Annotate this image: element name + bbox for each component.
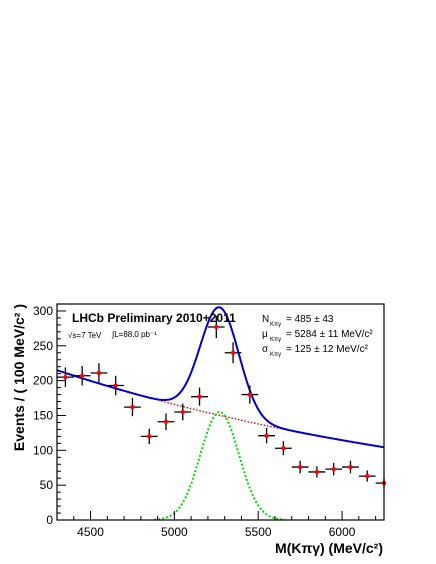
y-tick-label: 0: [46, 513, 53, 527]
data-point: [241, 385, 259, 404]
data-point: [157, 413, 175, 431]
x-tick-label: 5000: [161, 525, 188, 539]
point-marker: [96, 370, 102, 376]
data-point: [73, 366, 91, 386]
fit-result-2-label: σ: [262, 344, 269, 355]
point-marker: [365, 473, 370, 479]
point-marker: [281, 446, 286, 451]
point-marker: [247, 392, 253, 397]
data-point: [107, 375, 125, 396]
data-point: [358, 470, 376, 482]
data-point: [325, 462, 343, 476]
data-point: [57, 367, 74, 387]
y-tick-label: 300: [33, 304, 53, 318]
axes: 0 50 100 150 200 250 300 4500 5000 5500 6000: [33, 304, 377, 539]
point-marker: [297, 464, 303, 470]
chart-title: LHCb Preliminary 2010+2011: [72, 311, 236, 325]
data-point: [308, 466, 326, 478]
x-tick-label: 6000: [329, 525, 356, 539]
fit-result-0-value: = 485 ± 43: [286, 314, 334, 325]
data-point: [90, 363, 108, 383]
fit-result-2: σ Kπγ = 125 ± 12 MeV/c²: [262, 344, 369, 358]
data-point: [174, 403, 192, 421]
data-point: [375, 478, 387, 488]
lumi-label: ∫L=88.0 pb⁻¹: [111, 330, 157, 339]
fit-result-1-sub: Kπγ: [270, 337, 281, 343]
point-marker: [264, 433, 269, 438]
y-tick-label: 150: [33, 408, 53, 422]
data-point: [140, 428, 158, 445]
fit-result-1-label: μ: [262, 329, 268, 340]
data-point: [342, 460, 359, 474]
data-point: [291, 460, 309, 474]
point-marker: [147, 434, 152, 439]
fit-result-1-value: = 5284 ± 11 MeV/c²: [286, 329, 373, 340]
x-axis-label: M(Kπγ) (MeV/c²): [275, 540, 383, 556]
data-point: [191, 387, 208, 406]
energy-label: √s=7 TeV: [68, 331, 102, 340]
x-tick-label: 5500: [245, 525, 272, 539]
total-fit-curve: [56, 306, 385, 449]
fit-result-0: N Kπγ = 485 ± 43: [262, 314, 334, 328]
signal-curve: [154, 410, 286, 521]
fit-curves: [56, 306, 385, 521]
point-marker: [63, 374, 68, 380]
data-point: [275, 441, 292, 456]
point-marker: [180, 409, 185, 415]
point-marker: [79, 373, 85, 378]
y-tick-label: 200: [33, 374, 53, 388]
point-marker: [230, 350, 236, 355]
point-marker: [214, 324, 219, 330]
plot-frame: [56, 303, 385, 521]
point-marker: [348, 464, 353, 470]
y-tick-label: 100: [33, 443, 53, 457]
data-point: [224, 342, 242, 364]
fit-result-2-sub: Kπγ: [270, 352, 281, 358]
point-marker: [113, 383, 118, 388]
y-axis-label: Events / ( 100 MeV/c² ): [11, 304, 27, 451]
point-marker: [163, 419, 169, 424]
data-points: [57, 315, 387, 488]
data-point: [258, 428, 275, 444]
y-tick-label: 250: [33, 339, 53, 353]
fit-result-1: μ Kπγ = 5284 ± 11 MeV/c²: [262, 329, 373, 343]
data-point: [124, 398, 141, 417]
y-tick-label: 50: [40, 478, 54, 492]
point-marker: [331, 466, 336, 472]
fit-result-2-value: = 125 ± 12 MeV/c²: [286, 344, 369, 355]
fit-result-0-label: N: [262, 314, 269, 325]
x-tick-label: 4500: [77, 525, 104, 539]
data-point: [207, 315, 225, 339]
point-marker: [314, 469, 320, 475]
point-marker: [197, 394, 202, 399]
fit-result-0-sub: Kπγ: [270, 322, 281, 328]
point-marker: [130, 404, 135, 410]
